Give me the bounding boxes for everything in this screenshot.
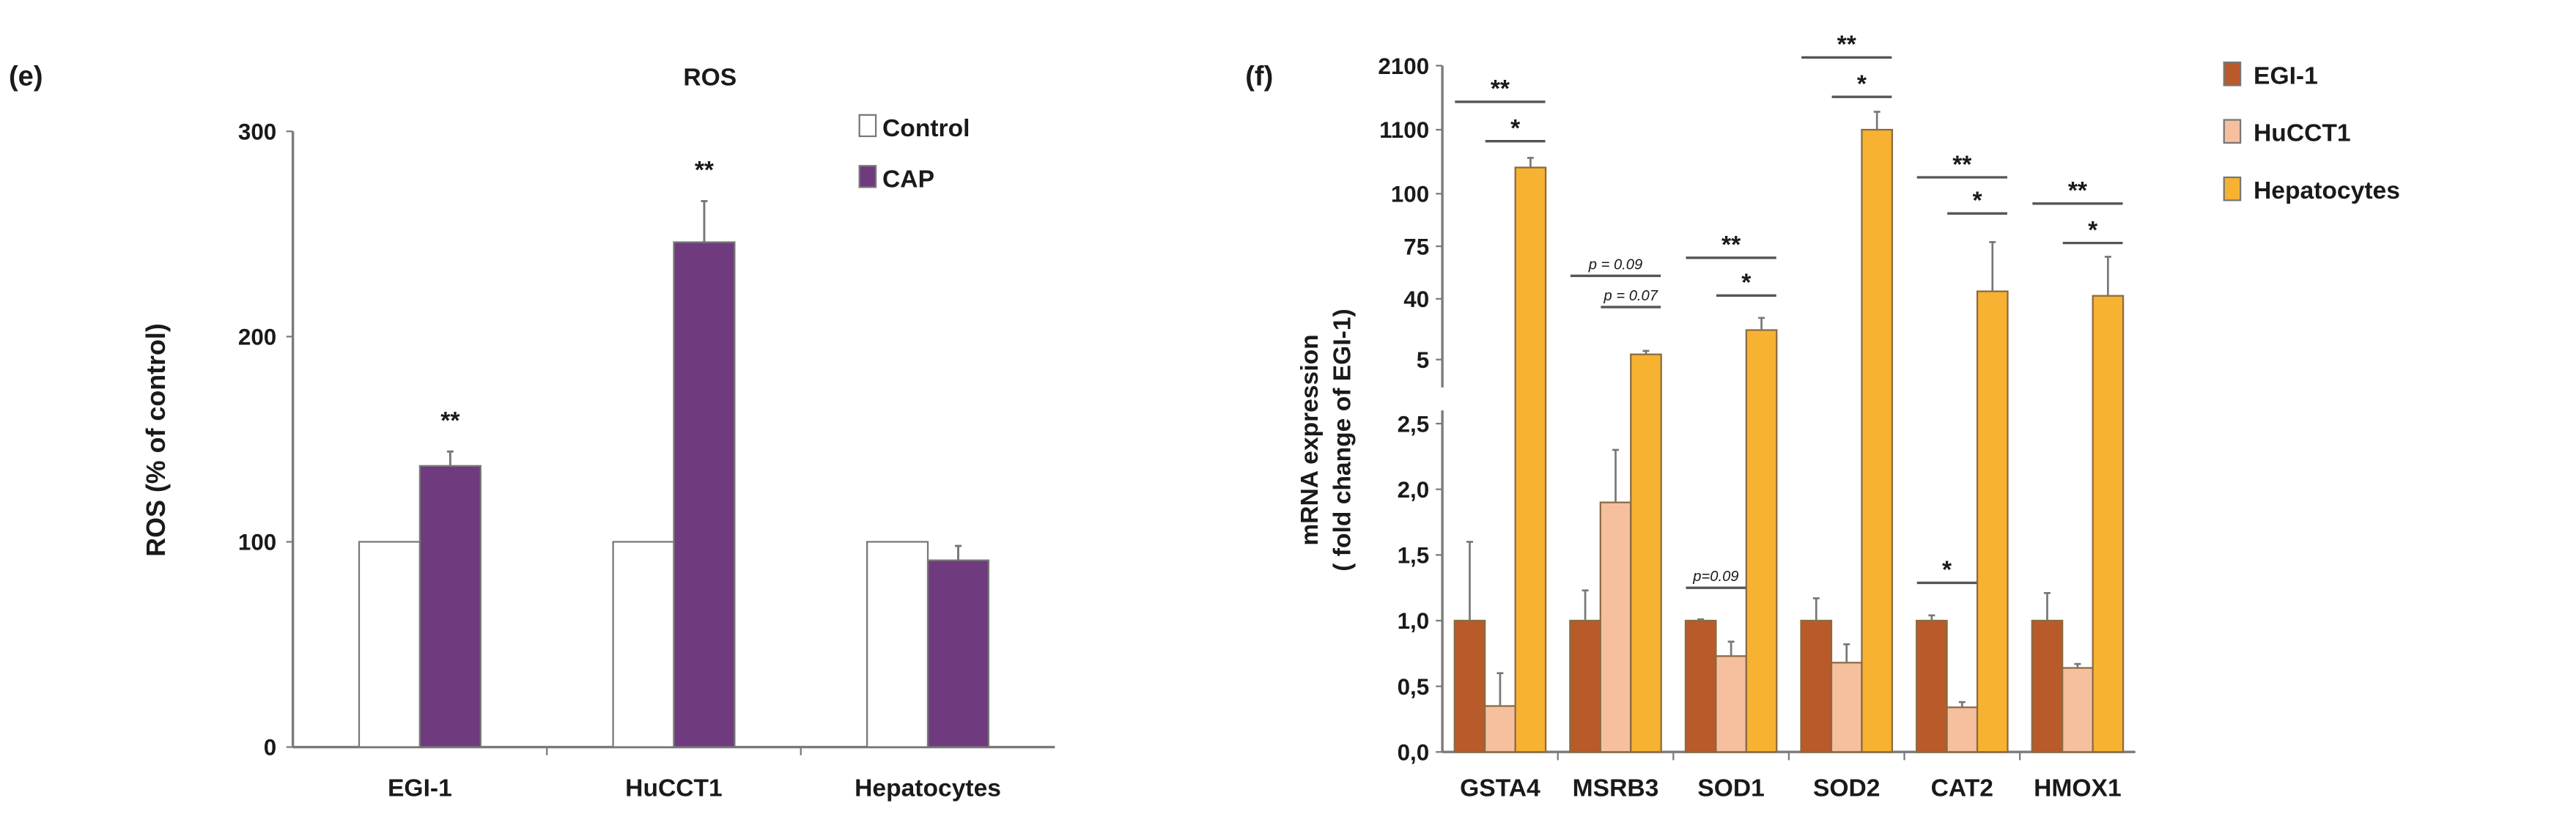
significance-label: p = 0.07 bbox=[1603, 288, 1658, 304]
y-tick-label: 100 bbox=[1391, 182, 1429, 207]
panel-f-ylabel: mRNA expression bbox=[1296, 334, 1324, 545]
y-tick-label: 2,5 bbox=[1398, 411, 1430, 437]
x-tick-label: HMOX1 bbox=[2034, 775, 2122, 802]
x-tick-label: SOD2 bbox=[1813, 775, 1881, 802]
legend-swatch-egi-1 bbox=[2223, 62, 2242, 86]
legend-swatch-hucct1 bbox=[2223, 119, 2242, 144]
y-tick-label: 2100 bbox=[1378, 53, 1429, 79]
significance-label: ** bbox=[695, 157, 715, 184]
significance-label: * bbox=[1972, 188, 1982, 215]
y-tick-label: 0,0 bbox=[1398, 739, 1430, 765]
x-tick-label: SOD1 bbox=[1697, 775, 1765, 802]
bar-hucct1 bbox=[1946, 706, 1979, 753]
bar-hepatocytes bbox=[1630, 353, 1662, 753]
y-tick-label: 40 bbox=[1403, 287, 1429, 312]
bar-egi-1 bbox=[1800, 619, 1833, 753]
significance-label: p=0.09 bbox=[1692, 569, 1738, 585]
significance-label: p = 0.09 bbox=[1588, 256, 1642, 273]
bar-egi-1 bbox=[1569, 619, 1601, 753]
panel-f-label: (f) bbox=[1245, 62, 1273, 92]
bar-hucct1 bbox=[1715, 655, 1747, 753]
bar-control bbox=[612, 541, 675, 748]
bar-control bbox=[358, 541, 421, 748]
significance-label: ** bbox=[1721, 232, 1741, 259]
bar-hepatocytes bbox=[1861, 128, 1894, 753]
significance-label: * bbox=[1510, 115, 1521, 142]
y-tick-label: 1,0 bbox=[1398, 608, 1430, 634]
y-tick-label: 1,5 bbox=[1398, 543, 1430, 569]
legend-swatch-control bbox=[858, 114, 877, 138]
bar-egi-1 bbox=[1453, 619, 1486, 753]
bar-cap bbox=[418, 465, 481, 748]
significance-label: ** bbox=[1491, 75, 1510, 103]
bar-hucct1 bbox=[2062, 667, 2094, 753]
bar-egi-1 bbox=[2031, 619, 2064, 753]
y-tick-label: 300 bbox=[238, 119, 276, 144]
y-tick-label: 2,0 bbox=[1398, 477, 1430, 503]
legend-label: HuCCT1 bbox=[2254, 120, 2351, 147]
y-tick-label: 75 bbox=[1403, 234, 1429, 259]
x-tick-label: EGI-1 bbox=[388, 775, 452, 802]
x-tick-label: MSRB3 bbox=[1573, 775, 1659, 802]
panel-e-title: ROS bbox=[683, 64, 737, 92]
bar-hucct1 bbox=[1599, 501, 1632, 753]
y-tick-label: 0 bbox=[264, 735, 276, 761]
panel-e-label: (e) bbox=[9, 62, 43, 92]
legend-label: EGI-1 bbox=[2254, 62, 2318, 89]
y-tick-label: 200 bbox=[238, 325, 276, 350]
significance-label: ** bbox=[1952, 151, 1972, 178]
panel-f-ylabel2: ( fold change of EGI-1) bbox=[1329, 308, 1357, 571]
y-tick-label: 5 bbox=[1417, 347, 1429, 373]
bar-hepatocytes bbox=[1745, 329, 1778, 753]
legend-label: Hepatocytes bbox=[2254, 177, 2400, 204]
significance-label: ** bbox=[1837, 32, 1857, 59]
bar-hepatocytes bbox=[1976, 290, 2009, 753]
bar-cap bbox=[673, 241, 736, 748]
significance-label: * bbox=[1857, 70, 1867, 97]
bar-egi-1 bbox=[1916, 619, 1948, 753]
legend-label: CAP bbox=[882, 166, 934, 193]
significance-label: ** bbox=[440, 407, 460, 435]
x-tick-label: HuCCT1 bbox=[625, 775, 723, 802]
y-tick-label: 1100 bbox=[1379, 117, 1429, 143]
y-tick-label: 100 bbox=[238, 530, 276, 555]
bar-cap bbox=[926, 559, 990, 748]
bar-hucct1 bbox=[1484, 705, 1516, 753]
bar-egi-1 bbox=[1684, 619, 1717, 753]
bar-hepatocytes bbox=[1514, 166, 1547, 753]
significance-label: * bbox=[1741, 270, 1752, 297]
bar-control bbox=[866, 541, 929, 748]
x-tick-label: Hepatocytes bbox=[855, 775, 1001, 802]
x-tick-label: GSTA4 bbox=[1460, 775, 1540, 802]
bar-hucct1 bbox=[1830, 662, 1863, 753]
bar-hepatocytes bbox=[2092, 295, 2125, 753]
legend-swatch-cap bbox=[858, 165, 877, 188]
significance-label: ** bbox=[2068, 177, 2088, 204]
legend-swatch-hepatocytes bbox=[2223, 176, 2242, 202]
significance-label: * bbox=[1942, 557, 1952, 584]
significance-label: * bbox=[2088, 217, 2098, 244]
legend-label: Control bbox=[882, 115, 970, 142]
y-tick-label: 0,5 bbox=[1398, 674, 1430, 700]
x-tick-label: CAT2 bbox=[1931, 775, 1993, 802]
panel-e-ylabel: ROS (% of control) bbox=[141, 323, 171, 557]
